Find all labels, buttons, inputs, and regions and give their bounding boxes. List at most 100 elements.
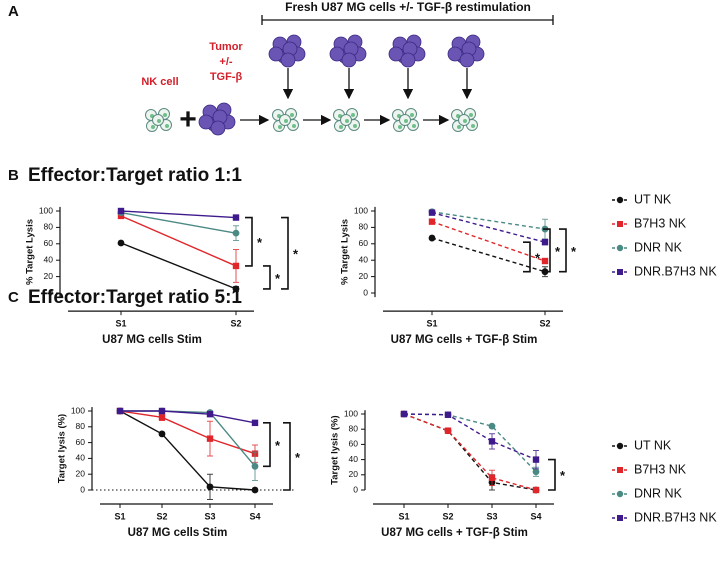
y-axis-label: % Target Lysis (25, 219, 36, 285)
legend-label: DNR NK (634, 240, 683, 254)
legend-label: B7H3 NK (634, 462, 687, 476)
legend-label: UT NK (634, 192, 672, 206)
tumor-label: Tumor (209, 41, 243, 53)
nk-dot (339, 125, 343, 129)
tumor-cell (198, 114, 214, 130)
legend-label: B7H3 NK (634, 216, 687, 230)
y-tick-label: 0 (353, 484, 358, 494)
nk-dot (165, 124, 169, 128)
point (232, 229, 240, 237)
point (428, 234, 436, 242)
legend-label: UT NK (634, 438, 672, 452)
y-tick-label: 80 (349, 423, 359, 433)
x-axis-label: U87 MG cells + TGF-β Stim (381, 527, 528, 539)
point (488, 474, 496, 482)
nk-dot (278, 125, 282, 129)
series-line (431, 237, 546, 273)
panel-title: Effector:Target ratio 1:1 (28, 165, 242, 186)
nk-dot (157, 119, 161, 123)
point (532, 468, 540, 476)
point (116, 407, 124, 415)
tumor-label: TGF-β (210, 71, 243, 83)
y-axis-label: % Target Lysis (340, 219, 351, 285)
point (206, 435, 214, 442)
y-tick-label: 40 (359, 254, 369, 264)
plus-sign: + (179, 103, 197, 136)
y-axis-label: Target lysis (%) (57, 414, 68, 484)
nk-dot (163, 113, 167, 117)
series-line (403, 413, 537, 461)
y-tick-label: 80 (44, 222, 54, 232)
legend-marker (617, 515, 623, 521)
series-line (120, 211, 237, 234)
significance-bracket (281, 216, 289, 290)
point (232, 285, 240, 293)
series-line (431, 220, 546, 262)
point (532, 456, 540, 463)
schematic (145, 34, 485, 136)
y-tick-label: 20 (76, 468, 86, 478)
y-tick-label: 100 (354, 205, 368, 215)
point (206, 483, 214, 491)
x-tick-label: S4 (249, 511, 260, 521)
significance-label: * (257, 235, 263, 250)
panel-label: B (8, 167, 19, 184)
x-tick-label: S1 (398, 511, 409, 521)
nk-dot (412, 124, 416, 128)
x-tick-label: S2 (442, 511, 453, 521)
significance-bracket (283, 422, 291, 491)
point (206, 410, 214, 418)
bracket (261, 15, 554, 25)
point (158, 414, 166, 421)
significance-bracket (523, 241, 531, 273)
series-line (403, 413, 537, 473)
y-tick-label: 80 (76, 421, 86, 431)
significance-label: * (275, 438, 281, 453)
panel-title: Fresh U87 MG cells +/- TGF-β restimulati… (285, 0, 531, 14)
x-tick-label: S2 (156, 511, 167, 521)
point (117, 207, 125, 215)
point (488, 438, 496, 445)
nk-dot (410, 113, 414, 117)
y-axis-label: Target lysis (%) (330, 415, 341, 485)
series-line (120, 242, 237, 290)
tumor-cell (388, 46, 404, 62)
point (158, 407, 166, 415)
x-tick-label: S2 (539, 318, 550, 328)
significance-bracket (263, 422, 271, 468)
tumor-cell (268, 46, 284, 62)
significance-label: * (535, 250, 541, 265)
significance-bracket (263, 265, 271, 290)
series-line (120, 210, 237, 219)
series-line (120, 215, 237, 267)
nk-dot (284, 119, 288, 123)
panel-label: A (8, 3, 19, 20)
point (251, 419, 259, 427)
series-line (119, 410, 256, 491)
significance-bracket (559, 228, 567, 273)
y-tick-label: 40 (76, 453, 86, 463)
y-tick-label: 20 (359, 271, 369, 281)
legend-marker (616, 244, 624, 252)
x-tick-label: S4 (530, 511, 541, 521)
point (158, 430, 166, 438)
significance-bracket (543, 228, 551, 273)
y-tick-label: 40 (349, 454, 359, 464)
point (541, 257, 549, 265)
nk-dot (292, 124, 296, 128)
y-tick-label: 80 (359, 222, 369, 232)
significance-label: * (555, 244, 561, 259)
significance-label: * (275, 271, 281, 286)
nk-dot (463, 119, 467, 123)
x-tick-label: S3 (204, 511, 215, 521)
legend-marker (617, 269, 623, 275)
x-tick-label: S1 (426, 318, 437, 328)
legend-marker (617, 221, 623, 227)
legend-marker (616, 196, 624, 204)
tumor-cell (447, 46, 463, 62)
y-tick-label: 0 (48, 287, 53, 297)
tumor-cell (329, 46, 345, 62)
point (117, 239, 125, 247)
